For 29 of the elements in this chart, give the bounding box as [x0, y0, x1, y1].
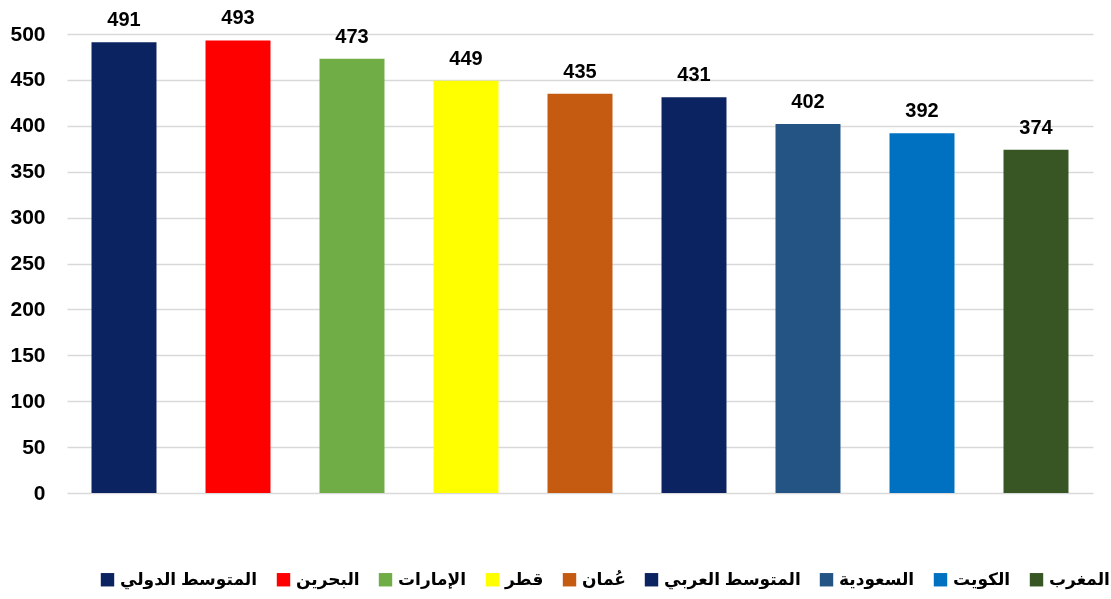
data-label: 402	[791, 89, 825, 112]
legend-label: المتوسط العربي	[664, 569, 801, 590]
y-tick-label: 350	[10, 159, 46, 183]
y-tick-label: 150	[10, 342, 46, 366]
y-tick-label: 100	[10, 388, 46, 412]
y-tick-label: 0	[33, 480, 46, 504]
legend-label: الكويت	[953, 569, 1011, 590]
y-tick-label: 300	[10, 205, 46, 229]
legend-label: البحرين	[296, 569, 360, 590]
data-label: 493	[221, 6, 255, 29]
y-tick-label: 500	[10, 21, 46, 45]
y-tick-label: 50	[22, 434, 46, 458]
data-label: 435	[563, 59, 597, 82]
data-label: 392	[905, 99, 939, 122]
legend-label: السعودية	[839, 569, 915, 590]
y-tick-label: 400	[10, 113, 46, 137]
data-label: 374	[1019, 115, 1054, 138]
y-tick-label: 200	[10, 296, 46, 320]
legend-label: المتوسط الدولي	[120, 569, 258, 590]
legend-label: قطر	[504, 569, 544, 590]
legend-label: المغرب	[1049, 569, 1110, 590]
legend-label: عُمان	[582, 569, 626, 589]
y-tick-label: 450	[10, 67, 46, 91]
data-label: 431	[677, 63, 711, 86]
legend-label: الإمارات	[398, 569, 467, 589]
data-label: 491	[107, 8, 141, 31]
data-label: 449	[449, 46, 483, 69]
data-label: 473	[335, 24, 369, 47]
y-tick-label: 250	[10, 251, 46, 274]
